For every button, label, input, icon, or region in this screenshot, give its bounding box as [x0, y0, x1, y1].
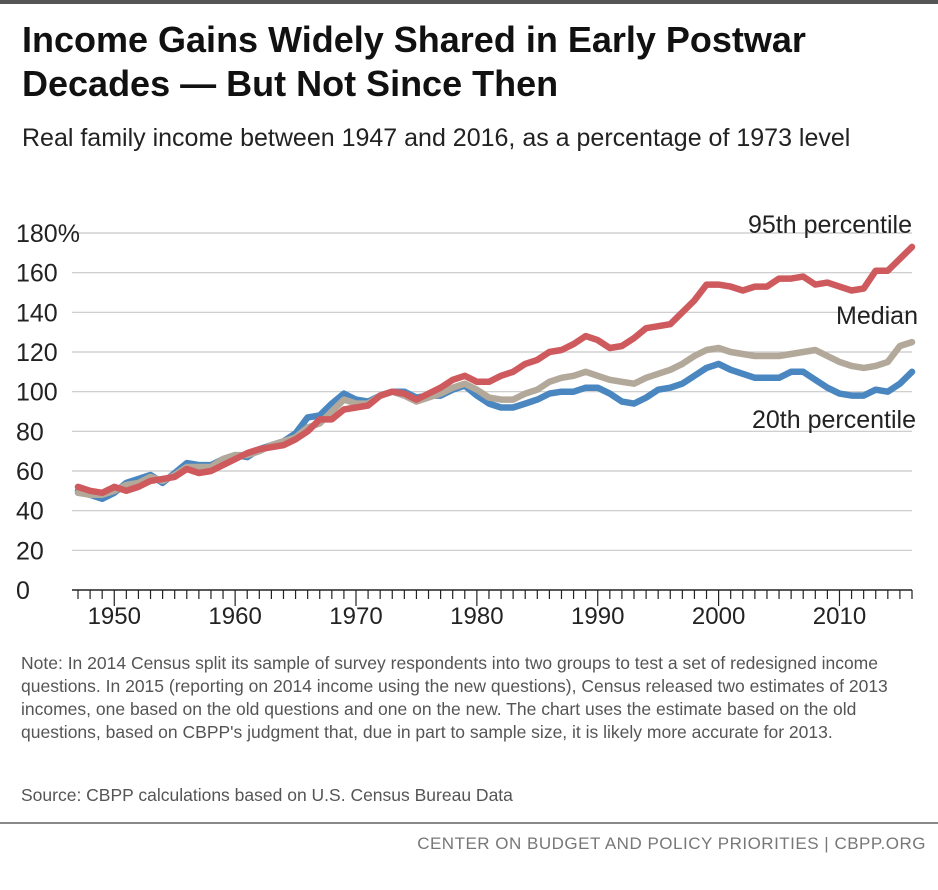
chart-source: Source: CBPP calculations based on U.S. …	[21, 785, 513, 805]
y-tick-label: 180%	[16, 220, 80, 248]
chart-title: Income Gains Widely Shared in Early Post…	[22, 19, 806, 104]
footer-credit: CENTER ON BUDGET AND POLICY PRIORITIES |…	[417, 834, 926, 853]
y-tick-label: 20	[16, 537, 44, 565]
top-rule	[0, 0, 938, 4]
series-label: 20th percentile	[752, 406, 916, 434]
x-tick-label: 1970	[329, 603, 382, 630]
x-tick-label: 2010	[813, 603, 866, 630]
y-axis-labels: 0 20 40 60 80 100 120 140 160 180%	[16, 220, 80, 605]
y-tick-label: 120	[16, 339, 58, 367]
x-tick-label: 1980	[450, 603, 503, 630]
x-tick-label: 2000	[692, 603, 745, 630]
y-tick-label: 160	[16, 260, 58, 288]
series-label: Median	[836, 302, 918, 330]
y-tick-label: 80	[16, 418, 44, 446]
y-tick-label: 0	[16, 577, 30, 605]
series-lines	[74, 243, 916, 503]
chart-subtitle: Real family income between 1947 and 2016…	[22, 124, 851, 152]
x-tick-label: 1960	[208, 603, 261, 630]
series-line-median	[74, 338, 916, 499]
chart-note: Note: In 2014 Census split its sample of…	[21, 653, 888, 742]
series-line-95th-percentile	[74, 243, 916, 497]
y-tick-label: 40	[16, 498, 44, 526]
series-labels: 95th percentile Median 20th percentile	[748, 211, 918, 434]
x-tick-label: 1950	[88, 603, 141, 630]
y-tick-label: 60	[16, 458, 44, 486]
x-axis: 1950 1960 1970 1980 1990 2000 2010	[72, 589, 913, 630]
y-tick-label: 100	[16, 379, 58, 407]
bottom-rule	[0, 822, 938, 824]
y-tick-label: 140	[16, 299, 58, 327]
series-label: 95th percentile	[748, 211, 912, 239]
x-tick-label: 1990	[571, 603, 624, 630]
